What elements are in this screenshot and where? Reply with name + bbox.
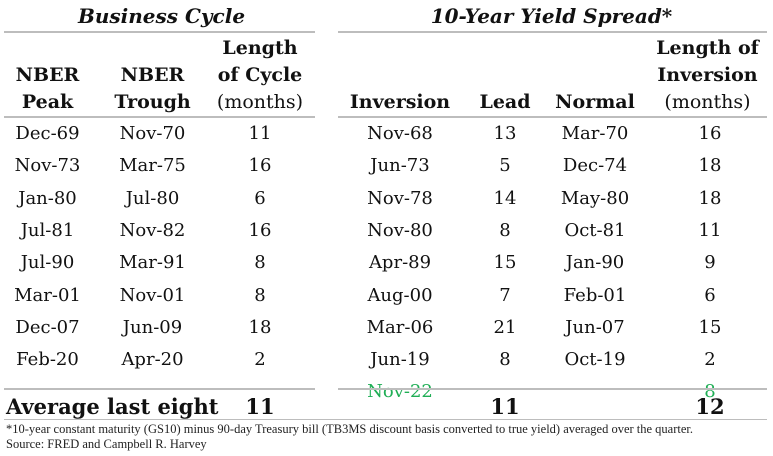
cell-nber-trough: Apr-20 (121, 349, 184, 371)
footnote: *10-year constant maturity (GS10) minus … (6, 422, 693, 436)
header-line: Length of (656, 37, 759, 59)
cell-inversion-length: 9 (704, 252, 716, 274)
cell-nber-peak: Jul-81 (20, 219, 75, 241)
header-line: NBER (15, 64, 80, 86)
header-inversion: Inversion (349, 91, 451, 113)
cell-nber-trough: Mar-91 (119, 252, 186, 274)
header-line: Length (222, 37, 298, 59)
cell-normal: Jun-07 (565, 316, 625, 338)
cell-inversion: Jun-73 (370, 155, 430, 177)
header-nber-peak: NBER Peak (0, 62, 95, 116)
cell-inversion: Nov-68 (367, 123, 433, 144)
cell-nber-trough: Nov-82 (119, 219, 186, 241)
title-divider-right (338, 31, 767, 33)
cell-inversion-length: 6 (704, 284, 716, 306)
yield-spread-title: 10-Year Yield Spread* (430, 4, 673, 28)
header-lead: Lead (479, 91, 531, 113)
cell-normal: Oct-81 (564, 219, 626, 241)
cell-normal: Oct-19 (564, 349, 626, 371)
average-divider (4, 419, 767, 420)
header-divider-left (4, 116, 315, 118)
source-note: Source: FRED and Campbell R. Harvey (6, 437, 207, 451)
cell-cycle-length: 6 (254, 187, 266, 209)
cell-nber-peak: Jul-90 (20, 252, 75, 274)
header-line: Trough (114, 91, 191, 113)
title-divider-left (4, 31, 315, 33)
cell-cycle-length: 11 (248, 123, 272, 144)
cell-lead: 15 (493, 252, 517, 274)
average-inversion-length: 12 (695, 394, 725, 419)
cell-nber-peak: Mar-01 (14, 284, 81, 306)
header-line: Peak (21, 91, 74, 113)
cell-nber-peak: Dec-69 (15, 123, 80, 144)
cell-cycle-length: 8 (254, 284, 266, 306)
cell-inversion-length: 11 (698, 219, 722, 241)
cell-cycle-length: 18 (248, 316, 272, 338)
cell-cycle-length: 8 (254, 252, 266, 274)
business-cycle-title: Business Cycle (77, 4, 246, 28)
cell-lead: 8 (499, 219, 511, 241)
cell-lead: 13 (493, 123, 517, 144)
cell-inversion-length: 18 (698, 187, 722, 209)
cell-nber-peak: Feb-20 (16, 349, 79, 371)
cell-nber-peak: Jan-80 (18, 187, 77, 209)
cell-lead: 21 (493, 316, 517, 338)
cell-inversion: Jun-19 (370, 349, 430, 371)
cell-nber-trough: Jul-80 (125, 187, 180, 209)
cell-inversion: Nov-22 (367, 381, 433, 403)
cell-lead: 5 (499, 155, 511, 177)
cell-normal: Dec-74 (562, 155, 628, 177)
cell-lead: 14 (493, 187, 517, 209)
header-line: NBER (120, 64, 185, 86)
average-label: Average last eight (6, 394, 219, 419)
cell-cycle-length: 16 (248, 155, 272, 177)
header-line: (months) (216, 91, 304, 113)
header-line: Inversion (657, 64, 758, 86)
cell-nber-trough: Nov-01 (119, 284, 186, 306)
header-nber-trough: NBER Trough (100, 62, 205, 116)
cell-inversion: Aug-00 (367, 284, 433, 306)
cell-inversion-length: 15 (698, 316, 722, 338)
cell-normal: May-80 (560, 187, 630, 209)
cell-cycle-length: 16 (248, 219, 272, 241)
cell-lead: 8 (499, 349, 511, 371)
cell-nber-trough: Jun-09 (122, 316, 183, 338)
cell-inversion: Nov-80 (367, 219, 433, 241)
cell-lead: 7 (499, 284, 511, 306)
cell-inversion-length: 16 (698, 123, 722, 144)
cell-inversion: Mar-06 (366, 316, 434, 338)
cell-nber-peak: Dec-07 (15, 316, 80, 338)
cell-cycle-length: 2 (254, 349, 266, 371)
cell-nber-trough: Mar-75 (119, 155, 186, 177)
header-normal: Normal (555, 91, 635, 113)
cell-normal: Mar-70 (561, 123, 629, 144)
cell-inversion-length: 2 (704, 349, 716, 371)
cell-inversion-length: 8 (704, 381, 716, 403)
header-line: of Cycle (217, 64, 303, 86)
cell-normal: Feb-01 (563, 284, 627, 306)
body-divider-left (4, 388, 315, 390)
cell-inversion: Nov-78 (367, 187, 433, 209)
cell-inversion-length: 18 (698, 155, 722, 177)
header-inversion-length: Length of Inversion (months) (645, 35, 770, 116)
cell-normal (545, 376, 645, 408)
cell-normal: Jan-90 (565, 252, 625, 274)
average-cycle-length: 11 (245, 394, 275, 419)
cell-nber-peak: Nov-73 (14, 155, 81, 177)
header-divider-right (338, 116, 767, 118)
header-line: (months) (664, 91, 751, 113)
body-divider-right (338, 388, 767, 390)
header-cycle-length: Length of Cycle (months) (205, 35, 315, 116)
cell-nber-trough: Nov-70 (119, 123, 186, 144)
average-lead: 11 (490, 394, 520, 419)
cell-inversion: Apr-89 (368, 252, 432, 274)
